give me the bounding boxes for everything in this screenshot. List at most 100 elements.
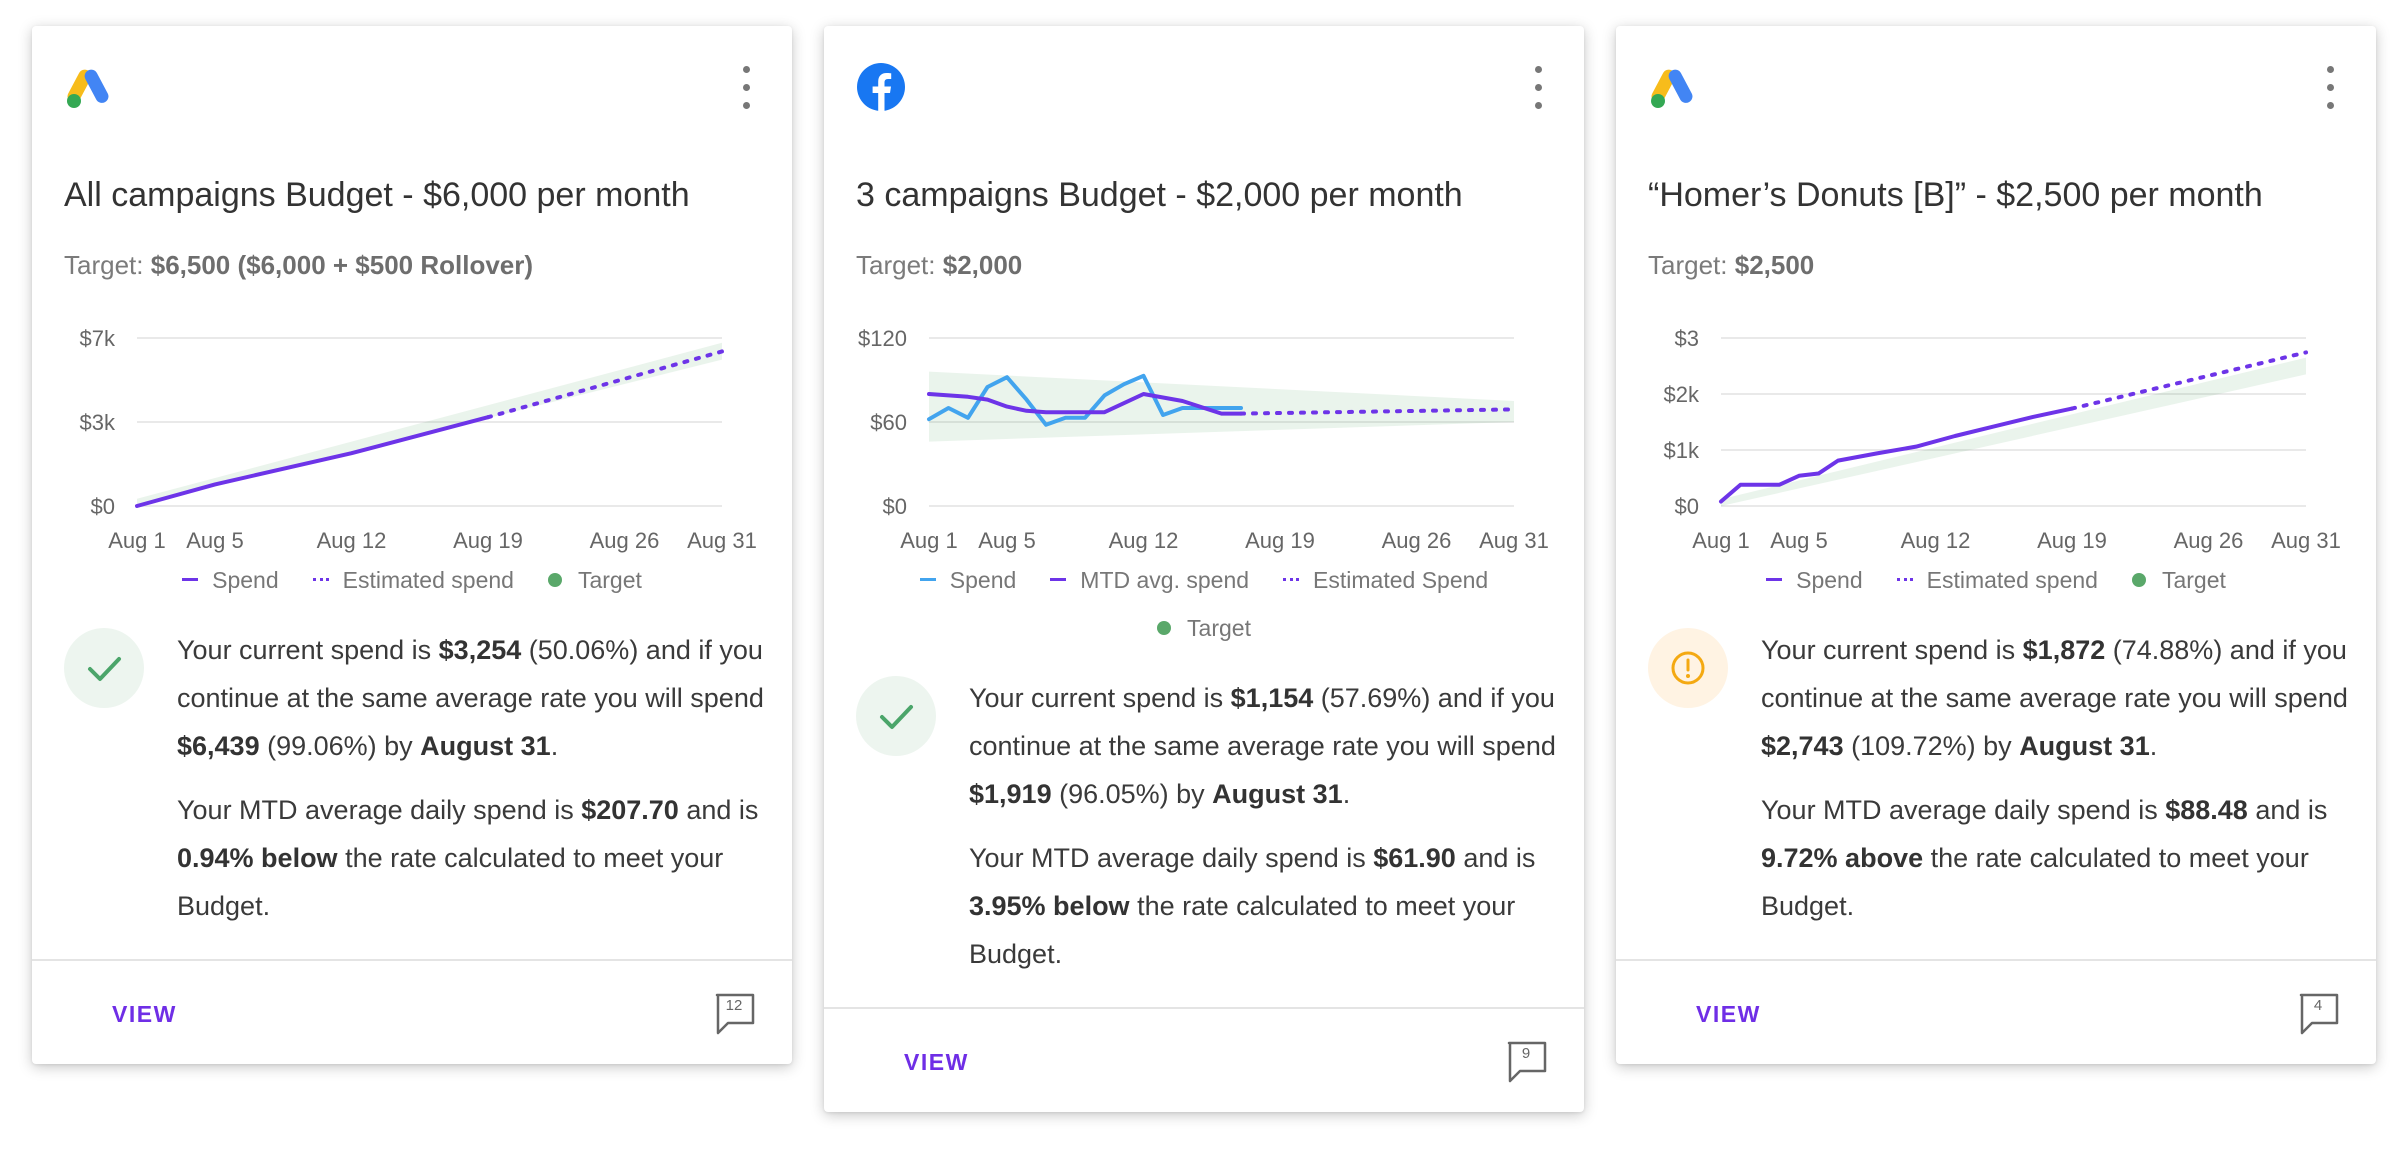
average-text: Your MTD average daily spend is $88.48 a…: [1761, 795, 2328, 921]
legend-label: Target: [1187, 615, 1251, 641]
legend-swatch: [919, 578, 936, 582]
legend-swatch: [1896, 578, 1913, 582]
view-button[interactable]: VIEW: [904, 1049, 969, 1075]
x-tick-label: Aug 1: [1692, 528, 1750, 553]
legend-item: Spend: [919, 556, 1017, 604]
card-title: All campaigns Budget - $6,000 per month: [64, 176, 690, 214]
spend-message: Your current spend is $1,154 (57.69%) an…: [969, 674, 1559, 978]
x-tick-label: Aug 26: [2174, 528, 2244, 553]
legend-swatch: [2131, 572, 2146, 587]
legend-item: Estimated spend: [312, 556, 514, 604]
spend-message: Your current spend is $3,254 (50.06%) an…: [177, 626, 767, 930]
view-button[interactable]: VIEW: [1696, 1001, 1761, 1027]
legend-item: Estimated spend: [1896, 556, 2098, 604]
x-tick-label: Aug 12: [1901, 528, 1971, 553]
x-tick-label: Aug 5: [978, 528, 1036, 553]
target-label: Target:: [64, 250, 144, 280]
legend-label: Spend: [949, 567, 1017, 593]
budget-card: 3 campaigns Budget - $2,000 per month Ta…: [824, 26, 1584, 1112]
comment-button[interactable]: 12: [714, 992, 756, 1036]
legend-item: Target: [2131, 556, 2226, 604]
legend-item: Target: [547, 556, 642, 604]
y-tick-label: $3: [1675, 326, 1699, 351]
legend-label: Estimated spend: [342, 567, 514, 593]
target-value: $6,500 ($6,000 + $500 Rollover): [150, 250, 534, 280]
y-tick-label: $1k: [1664, 438, 1700, 463]
x-tick-label: Aug 26: [1382, 528, 1452, 553]
legend-swatch: [547, 572, 562, 587]
status-ok: [64, 628, 144, 708]
series-line: [1239, 407, 1516, 416]
target-text: Target: $2,000: [856, 250, 1022, 281]
series-line: [2070, 350, 2308, 411]
chart-legend: Spend Estimated spend Target: [1616, 556, 2376, 604]
x-tick-label: Aug 19: [2037, 528, 2107, 553]
legend-label: Estimated Spend: [1313, 567, 1489, 593]
y-tick-label: $0: [1675, 494, 1699, 519]
card-title: 3 campaigns Budget - $2,000 per month: [856, 176, 1463, 214]
y-tick-label: $2k: [1664, 382, 1700, 407]
x-tick-label: Aug 26: [590, 528, 660, 553]
x-tick-label: Aug 1: [900, 528, 958, 553]
chart-legend: Spend Estimated spend Target: [32, 556, 792, 604]
budget-chart: $0 $1k $2k $3 Aug 1 Aug 5 Aug 12 Aug 19 Aug 26 Au…: [1664, 326, 2341, 553]
checkmark-icon: [88, 657, 121, 681]
y-tick-label: $0: [883, 494, 907, 519]
budget-chart: $0 $3k $7k Aug 1 Aug 5 Aug 12 Aug 19 Aug 26 Aug …: [80, 326, 757, 553]
y-tick-label: $7k: [80, 326, 116, 351]
x-tick-label: Aug 5: [186, 528, 244, 553]
x-tick-label: Aug 31: [687, 528, 757, 553]
target-band: [137, 342, 722, 506]
x-tick-label: Aug 12: [1109, 528, 1179, 553]
legend-label: Estimated spend: [1926, 567, 2098, 593]
google-ads-icon: [1651, 69, 1693, 108]
more-options-icon[interactable]: [2320, 66, 2340, 110]
checkmark-icon: [880, 705, 913, 729]
legend-label: Target: [2161, 567, 2226, 593]
x-tick-label: Aug 31: [1479, 528, 1549, 553]
x-tick-label: Aug 5: [1770, 528, 1828, 553]
legend-swatch: [1766, 578, 1783, 582]
x-tick-label: Aug 31: [2271, 528, 2341, 553]
y-tick-label: $3k: [80, 410, 116, 435]
legend-label: Spend: [212, 567, 279, 593]
budget-chart: $0 $60 $120 Aug 1 Aug 5 Aug 12 Aug 19 Aug 26 Aug…: [858, 326, 1549, 553]
legend-item: Target: [1157, 604, 1251, 652]
legend-swatch: [182, 578, 199, 582]
comment-count: 9: [1521, 1045, 1531, 1062]
comment-button[interactable]: 9: [1506, 1040, 1548, 1084]
comment-button[interactable]: 4: [2298, 992, 2340, 1036]
facebook-icon: [857, 63, 905, 111]
target-band: [1721, 357, 2306, 506]
more-options-icon[interactable]: [1528, 66, 1548, 110]
series-line: [135, 415, 490, 508]
legend-item: Spend: [182, 556, 279, 604]
comment-icon: [715, 993, 755, 1035]
average-text: Your MTD average daily spend is $61.90 a…: [969, 843, 1536, 969]
divider: [824, 1007, 1584, 1009]
legend-swatch: [1157, 620, 1172, 635]
target-value: $2,000: [942, 250, 1023, 280]
more-options-icon[interactable]: [736, 66, 756, 110]
legend-label: Target: [577, 567, 642, 593]
view-button[interactable]: VIEW: [112, 1001, 177, 1027]
y-tick-label: $120: [858, 326, 907, 351]
exclamation-icon: [1671, 651, 1705, 685]
comment-count: 12: [725, 997, 743, 1014]
legend-item: Estimated Spend: [1283, 556, 1488, 604]
series-line: [1719, 406, 2074, 504]
legend-item: MTD avg. spend: [1050, 556, 1249, 604]
projection-text: Your current spend is $1,872 (74.88%) an…: [1761, 635, 2348, 761]
target-label: Target:: [1648, 250, 1728, 280]
x-tick-label: Aug 12: [317, 528, 387, 553]
target-label: Target:: [856, 250, 936, 280]
comment-icon: [2299, 993, 2339, 1035]
target-text: Target: $6,500 ($6,000 + $500 Rollover): [64, 250, 533, 281]
legend-swatch: [1283, 578, 1300, 582]
status-ok: [856, 676, 936, 756]
status-warning: [1648, 628, 1728, 708]
target-text: Target: $2,500: [1648, 250, 1814, 281]
card-title: “Homer’s Donuts [B]” - $2,500 per month: [1648, 176, 2263, 214]
x-tick-label: Aug 1: [108, 528, 166, 553]
legend-item: Spend: [1766, 556, 1863, 604]
